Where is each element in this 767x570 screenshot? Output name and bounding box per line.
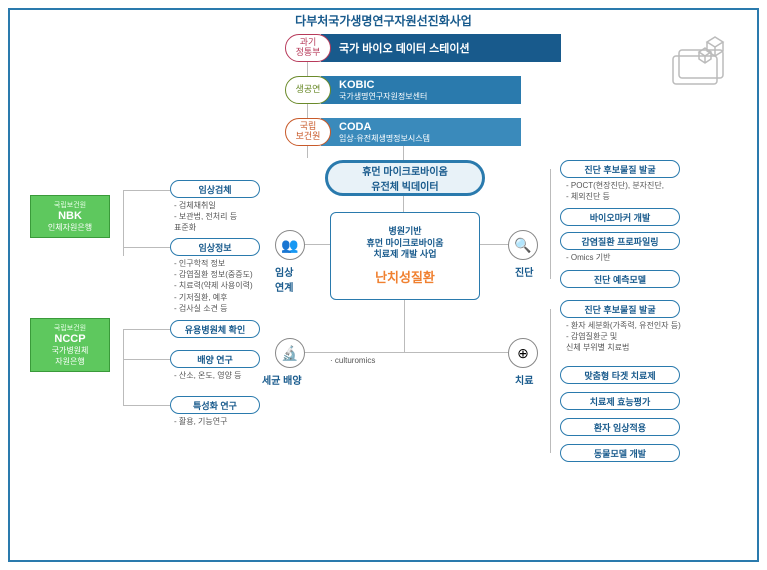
diag-label: 진단 [515,264,533,279]
connector [550,169,551,279]
topic-pill: 바이오마커 개발 [560,208,680,226]
connector [304,244,330,245]
org-sub: 국가생명연구자원정보센터 [339,91,521,102]
resource-bank-box: 국립보건원NCCP국가병원체자원은행 [30,318,110,372]
detail-note: - 활용, 기능연구 [174,416,228,427]
diag-icon: 🔍 [508,230,538,260]
treat-icon: ⊕ [508,338,538,368]
org-main: 국가 바이오 데이터 스테이션 [339,40,561,56]
topic-pill: 유용병원체 확인 [170,320,260,338]
hub-l1: 휴먼 마이크로바이옴 [362,163,448,178]
connector [123,405,170,406]
topic-pill: 동물모델 개발 [560,444,680,462]
detail-note: - 산소, 온도, 영양 등 [174,370,242,381]
connector [404,352,508,353]
org-body: 국가 바이오 데이터 스테이션 [321,34,561,62]
resource-bank-box: 국립보건원NBK인체자원은행 [30,195,110,238]
topic-pill: 임상정보 [170,238,260,256]
topic-pill: 임상검체 [170,180,260,198]
topic-pill: 진단 후보물질 발굴 [560,160,680,178]
culture-label: 세균 배양 [262,372,302,387]
detail-note: - 검체채취일- 보관법, 전처리 등 표준화 [174,200,237,234]
topic-pill: 감염질환 프로파일링 [560,232,680,250]
topic-pill: 배양 연구 [170,350,260,368]
org-bar: 과기정통부 국가 바이오 데이터 스테이션 [285,34,561,62]
clinical-label: 임상연계 [275,264,293,294]
org-main: KOBIC [339,79,521,91]
org-sub: 임상·유전체생명정보시스템 [339,133,521,144]
connector [123,329,170,330]
connector [123,190,170,191]
data-cube-icon [667,30,737,90]
org-bar: 생공연 KOBIC국가생명연구자원정보센터 [285,76,521,104]
org-main: CODA [339,121,521,133]
connector [123,329,124,405]
org-badge: 과기정통부 [285,34,331,62]
topic-pill: 진단 후보물질 발굴 [560,300,680,318]
detail-note: - 환자 세분화(가족력, 유전인자 등)- 감염질환군 및 신체 부위별 치료… [566,320,681,354]
org-badge: 생공연 [285,76,331,104]
hub-box: 휴먼 마이크로바이옴 유전체 빅데이터 [325,160,485,196]
diagram-title: 다부처국가생명연구자원선진화사업 [0,12,767,29]
connector [480,244,508,245]
org-body: KOBIC국가생명연구자원정보센터 [321,76,521,104]
connector [304,352,404,353]
topic-pill: 환자 임상적용 [560,418,680,436]
center-box: 병원기반휴먼 마이크로바이옴치료제 개발 사업 난치성질환 [330,212,480,300]
connector [550,309,551,453]
hub-l2: 유전체 빅데이터 [371,178,438,193]
topic-pill: 진단 예측모델 [560,270,680,288]
connector [123,359,170,360]
org-bar: 국립보건원 CODA임상·유전체생명정보시스템 [285,118,521,146]
detail-note: - Omics 기반 [566,252,611,263]
topic-pill: 맞춤형 타겟 치료제 [560,366,680,384]
org-badge: 국립보건원 [285,118,331,146]
topic-pill: 치료제 효능평가 [560,392,680,410]
detail-note: - 인구학적 정보- 감염질환 정보(중증도)- 치료력(약제 사용이력)- 기… [174,258,253,314]
treat-label: 치료 [515,372,533,387]
topic-pill: 특성화 연구 [170,396,260,414]
center-big: 난치성질환 [375,267,435,286]
connector [123,247,170,248]
connector [403,146,404,160]
org-body: CODA임상·유전체생명정보시스템 [321,118,521,146]
connector [404,300,405,352]
culturomics-note: · culturomics [330,355,375,366]
clinical-icon: 👥 [275,230,305,260]
culture-icon: 🔬 [275,338,305,368]
detail-note: - POCT(현장진단), 분자진단,- 체외진단 등 [566,180,664,202]
connector [403,196,404,212]
